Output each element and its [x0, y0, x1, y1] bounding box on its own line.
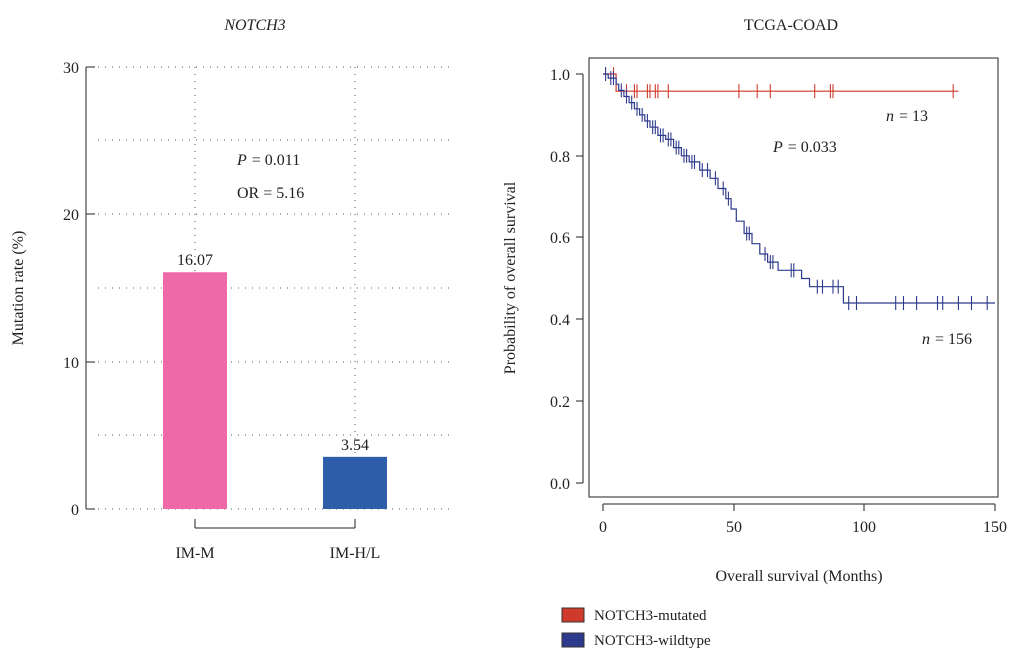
km-x-axis-label: Overall survival (Months) [715, 568, 882, 585]
km-x-tick-label-50: 50 [726, 519, 742, 536]
km-n-wildtype-label: n [922, 331, 930, 348]
km-y-tick-label-4: 0.8 [550, 149, 570, 166]
km-n-mutated-value: = 13 [899, 108, 928, 125]
bar-y-tick-label-30: 30 [63, 60, 79, 77]
km-n-wildtype-value: = 156 [935, 331, 972, 348]
km-x-tick-label-100: 100 [852, 519, 876, 536]
bar-chart: NOTCH3 0 10 20 30 Mutation rate (%) [10, 17, 452, 562]
km-x-tick-label-0: 0 [599, 519, 607, 536]
bar-chart-title: NOTCH3 [223, 17, 285, 34]
bar-x-axis: IM-M IM-H/L [175, 519, 380, 562]
km-y-tick-label-2: 0.4 [550, 312, 570, 329]
km-n-mutated-label: n [886, 108, 894, 125]
km-p-label: P [772, 139, 783, 156]
bar-y-axis-label: Mutation rate (%) [10, 231, 27, 346]
bar-x-tick-label-1: IM-M [175, 545, 214, 562]
km-p-value: P = 0.033 [772, 139, 837, 156]
legend-swatch-wildtype [561, 632, 585, 648]
legend-label-mutated: NOTCH3-mutated [594, 608, 707, 624]
bar-value-label-im-m: 16.07 [177, 252, 213, 269]
km-chart-title: TCGA-COAD [744, 17, 838, 34]
km-y-axis-label: Probability of overall survival [502, 181, 519, 374]
bar-y-tick-label-0: 0 [71, 502, 79, 519]
km-x-axis: 0 50 100 150 Overall survival (Months) [599, 503, 1007, 585]
bar-annotations: P = 0.011 OR = 5.16 [236, 152, 304, 202]
km-n-wildtype: n = 156 [922, 331, 972, 348]
km-curves [603, 67, 995, 310]
km-line-wildtype [603, 73, 995, 304]
bar-y-tick-label-20: 20 [63, 207, 79, 224]
bar-p-value: P = 0.011 [236, 152, 300, 169]
bar-im-hl [323, 456, 387, 509]
bar-p-text: = 0.011 [252, 152, 300, 169]
bar-y-axis: 0 10 20 30 Mutation rate (%) [10, 60, 95, 519]
bar-y-grid [98, 66, 452, 510]
km-x-tick-label-150: 150 [983, 519, 1007, 536]
bar-x-tick-label-2: IM-H/L [330, 545, 381, 562]
legend-swatch-mutated [561, 607, 585, 623]
legend-label-wildtype: NOTCH3-wildtype [594, 633, 711, 649]
bar-value-label-im-hl: 3.54 [341, 437, 369, 454]
bar-odds-ratio: OR = 5.16 [237, 185, 304, 202]
km-y-tick-label-3: 0.6 [550, 230, 570, 247]
km-y-tick-label-5: 1.0 [550, 67, 570, 84]
km-n-mutated: n = 13 [886, 108, 928, 125]
km-y-tick-label-1: 0.2 [550, 394, 570, 411]
km-y-tick-label-0: 0.0 [550, 476, 570, 493]
bar-p-label: P [236, 152, 247, 169]
bar-y-tick-label-10: 10 [63, 355, 79, 372]
km-annotations: P = 0.033 n = 13 n = 156 [772, 108, 972, 348]
bar-marks: 16.07 3.54 [163, 252, 387, 509]
km-p-text: = 0.033 [788, 139, 837, 156]
km-chart: TCGA-COAD 0.0 0.2 0.4 0.6 0.8 1.0 Probab… [502, 17, 1007, 649]
km-line-mutated [603, 73, 959, 92]
bar-im-m [163, 272, 227, 509]
km-legend: NOTCH3-mutated NOTCH3-wildtype [561, 607, 711, 649]
km-y-axis: 0.0 0.2 0.4 0.6 0.8 1.0 Probability of o… [502, 67, 584, 493]
km-plot-frame [588, 57, 999, 498]
